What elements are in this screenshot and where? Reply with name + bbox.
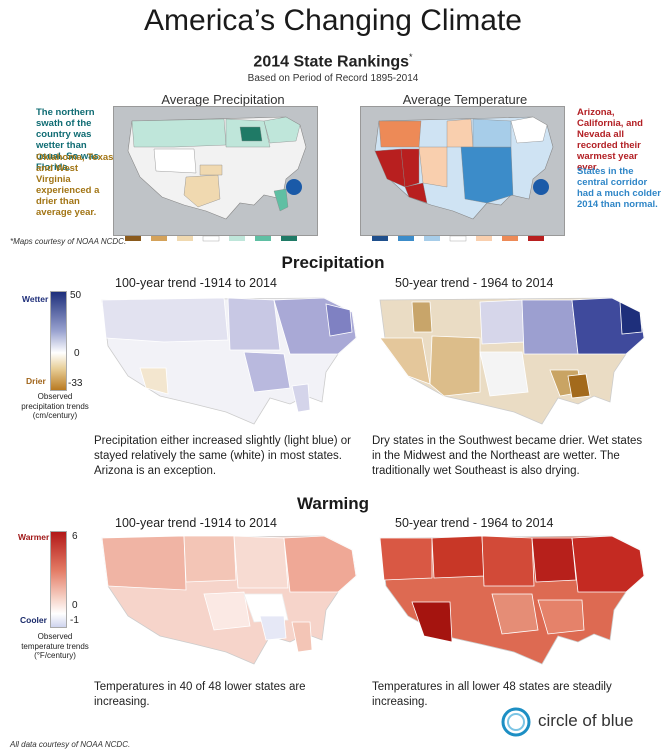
warming-legend-cooler: Cooler	[20, 615, 47, 625]
circle-of-blue-logo-icon	[501, 707, 531, 737]
circle-of-blue-logo: circle of blue	[500, 706, 660, 738]
period-of-record: Based on Period of Record 1895-2014	[247, 73, 419, 84]
temp-cold-note: States in the central corridor had a muc…	[577, 166, 661, 210]
warming-100yr-map	[94, 530, 358, 672]
temp-warm-note: Arizona, California, and Nevada all reco…	[577, 107, 643, 173]
temp-rank-legend-swatches	[372, 235, 544, 242]
temp-map-label: Average Temperature	[402, 92, 528, 107]
rankings-footnote-mark: *	[409, 52, 413, 62]
precip-rank-legend-swatches	[125, 235, 297, 242]
warming-50yr-map	[372, 530, 648, 672]
precip-legend-zero: 0	[74, 348, 80, 359]
precip-100yr-title: 100-year trend -1914 to 2014	[115, 276, 277, 290]
precip-legend-caption: Observed precipitation trends (cm/centur…	[21, 392, 89, 420]
warming-legend-warmer: Warmer	[18, 532, 50, 542]
warming-100yr-description: Temperatures in 40 of 48 lower states ar…	[94, 681, 306, 708]
warming-50yr-title: 50-year trend - 1964 to 2014	[395, 516, 554, 530]
noaa-temp-map-graphic	[374, 116, 554, 220]
noaa-temp-map	[360, 106, 565, 236]
page-title: America’s Changing Climate	[144, 4, 522, 37]
warming-color-scale	[50, 531, 67, 628]
precip-50yr-map-graphic	[379, 297, 645, 425]
warming-heading: Warming	[296, 494, 370, 513]
precip-100yr-description: Precipitation either increased slightly …	[94, 435, 351, 477]
maps-credit: *Maps courtesy of NOAA NCDC.	[10, 237, 127, 246]
warming-legend-zero: 0	[72, 600, 78, 611]
warming-50yr-description: Temperatures in all lower 48 states are …	[372, 681, 612, 708]
warming-100yr-map-graphic	[101, 535, 357, 665]
precip-dry-note: Oklahoma, Texas and West Virginia experi…	[36, 152, 114, 218]
precip-map-label: Average Precipitation	[161, 92, 285, 107]
precip-legend-wetter: Wetter	[22, 294, 49, 304]
precip-legend-drier: Drier	[26, 376, 46, 386]
temp-rank-legend	[360, 234, 563, 248]
warming-legend-max: 6	[72, 531, 78, 542]
noaa-precip-map	[113, 106, 318, 236]
warming-legend-min: -1	[70, 615, 79, 626]
precip-color-scale	[50, 291, 67, 391]
precip-50yr-map	[372, 292, 648, 432]
rankings-subtitle-text: 2014 State Rankings	[253, 53, 410, 71]
noaa-logo-icon	[286, 179, 302, 195]
precipitation-heading: Precipitation	[281, 253, 385, 272]
precip-legend-min: -33	[68, 378, 83, 389]
precip-100yr-map	[94, 292, 358, 432]
data-credit: All data courtesy of NOAA NCDC.	[10, 740, 131, 749]
precip-legend-max: 50	[70, 290, 82, 301]
precip-wet-note: The northern swath of the country was we…	[36, 107, 99, 173]
rankings-subtitle: 2014 State Rankings*	[0, 52, 666, 71]
precip-50yr-title: 50-year trend - 1964 to 2014	[395, 276, 554, 290]
warming-50yr-map-graphic	[379, 535, 645, 665]
noaa-precip-map-graphic	[127, 116, 307, 220]
precip-50yr-description: Dry states in the Southwest became drier…	[372, 435, 643, 477]
precip-rank-legend	[113, 234, 316, 248]
noaa-logo-icon-2	[533, 179, 549, 195]
warming-100yr-title: 100-year trend -1914 to 2014	[115, 516, 277, 530]
precip-100yr-map-graphic	[101, 297, 357, 425]
brand-name: circle of blue	[538, 711, 634, 730]
warming-legend-caption: Observed temperature trends (°F/century)	[21, 632, 89, 660]
